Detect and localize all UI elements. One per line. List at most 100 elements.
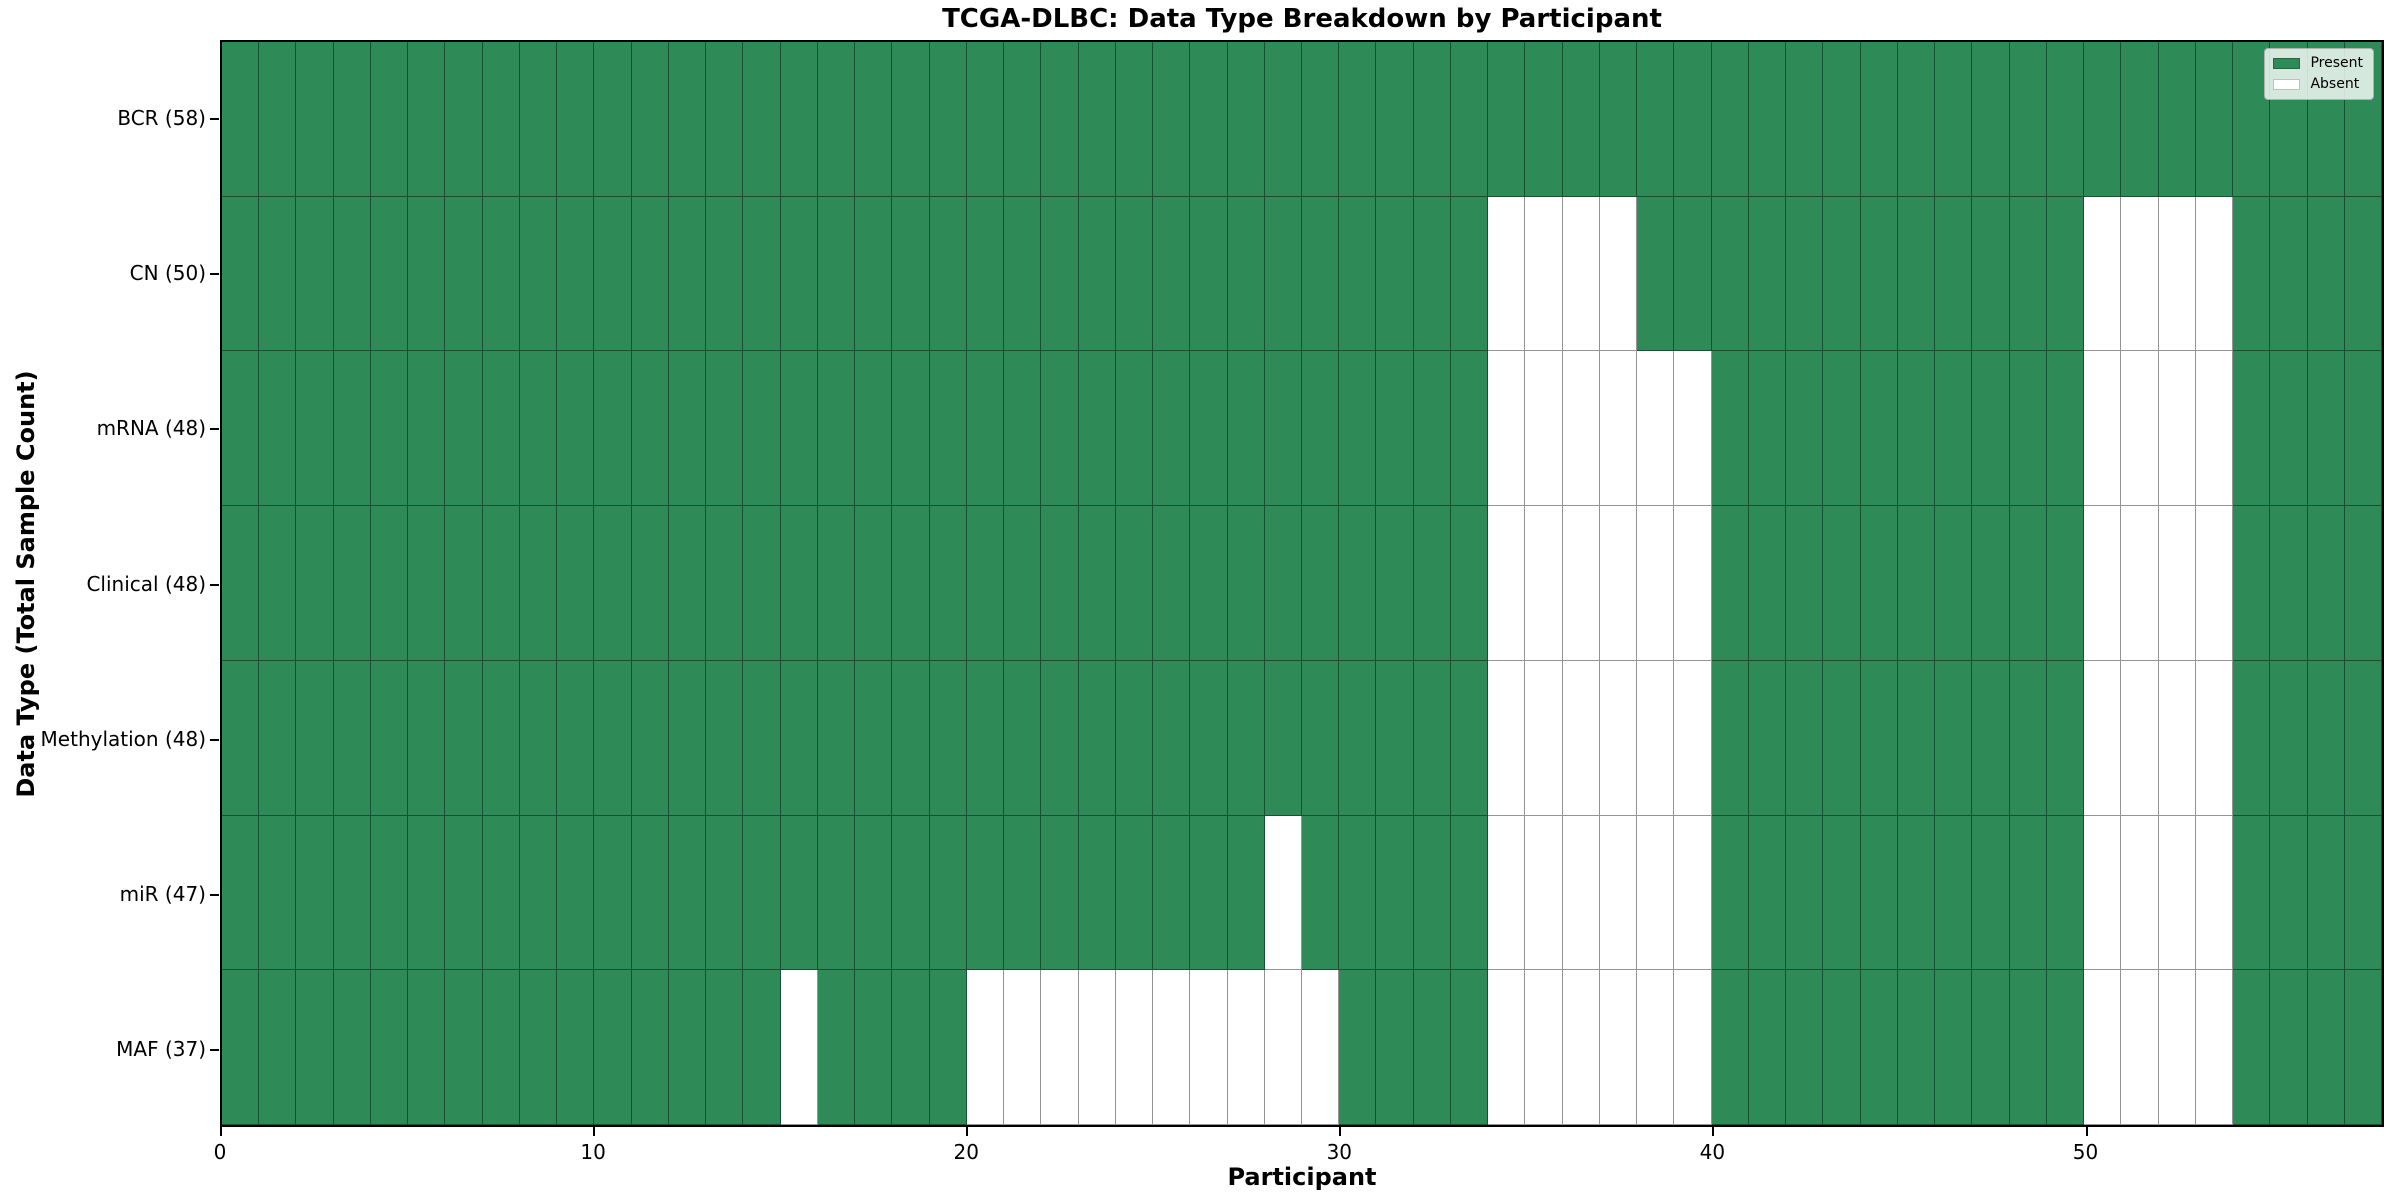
heatmap-cell (1078, 351, 1116, 507)
y-tick-mark (210, 583, 219, 586)
heatmap-cell (631, 506, 669, 661)
heatmap-cell (631, 351, 669, 507)
heatmap-cell (2195, 660, 2234, 816)
heatmap-cell (1525, 351, 1563, 507)
heatmap-cell (706, 815, 744, 971)
heatmap-cell (408, 42, 446, 197)
heatmap-cell (445, 196, 483, 352)
heatmap-cell (1637, 970, 1675, 1125)
heatmap-cell (855, 351, 893, 507)
x-axis-label: Participant (1227, 1163, 1377, 1191)
heatmap-cell (1227, 970, 1265, 1125)
heatmap-cell (2344, 660, 2382, 816)
heatmap-cell (519, 506, 558, 661)
y-tick-mark (210, 272, 219, 275)
heatmap-cell (1413, 196, 1451, 352)
heatmap-cell (855, 815, 893, 971)
legend-present-label: Present (2310, 55, 2363, 71)
heatmap-cell (1190, 660, 1228, 816)
heatmap-cell (780, 351, 818, 507)
heatmap-cell (1301, 970, 1340, 1125)
heatmap-cell (1599, 815, 1638, 971)
heatmap-cell (2121, 196, 2159, 352)
heatmap-cell (2344, 970, 2382, 1125)
heatmap-cell (1972, 506, 2010, 661)
heatmap-cell (966, 42, 1005, 197)
heatmap-cell (2046, 42, 2085, 197)
heatmap-cell (1004, 660, 1042, 816)
heatmap-cell (1935, 506, 1973, 661)
heatmap-cell (2046, 970, 2085, 1125)
heatmap-cell (594, 42, 632, 197)
heatmap-cell (1488, 660, 1526, 816)
heatmap-cell (1376, 970, 1414, 1125)
heatmap-cell (1264, 660, 1302, 816)
heatmap-cell (1264, 506, 1302, 661)
heatmap-cell (743, 42, 781, 197)
heatmap-cell (892, 970, 930, 1125)
heatmap-cell (296, 970, 334, 1125)
heatmap-cell (259, 815, 297, 971)
heatmap-cell (1897, 815, 1936, 971)
heatmap-cell (780, 660, 818, 816)
heatmap-cell (2158, 42, 2196, 197)
heatmap-cell (408, 815, 446, 971)
heatmap-cell (2046, 506, 2085, 661)
heatmap-cell (1153, 660, 1191, 816)
y-tick-label-miR: miR (47) (119, 882, 206, 907)
heatmap-cell (370, 970, 409, 1125)
heatmap-cell (1227, 196, 1265, 352)
heatmap-cell (892, 506, 930, 661)
heatmap-cell (1897, 970, 1936, 1125)
heatmap-cell (780, 815, 818, 971)
heatmap-cell (1376, 506, 1414, 661)
heatmap-cell (1041, 42, 1079, 197)
heatmap-cell (1227, 42, 1265, 197)
heatmap-cell (1078, 196, 1116, 352)
heatmap-cell (929, 660, 967, 816)
heatmap-cell (1078, 42, 1116, 197)
heatmap-cell (1525, 42, 1563, 197)
heatmap-cell (966, 196, 1005, 352)
heatmap-cell (2195, 970, 2234, 1125)
heatmap-cell (1190, 42, 1228, 197)
heatmap-cell (1860, 815, 1898, 971)
heatmap-cell (817, 815, 856, 971)
heatmap-cell (2195, 506, 2234, 661)
heatmap-cell (1115, 506, 1154, 661)
heatmap-cell (222, 351, 260, 507)
heatmap-cell (1041, 970, 1079, 1125)
heatmap-cell (1786, 196, 1824, 352)
heatmap-cell (370, 506, 409, 661)
heatmap-cell (519, 196, 558, 352)
heatmap-cell (519, 351, 558, 507)
heatmap-cell (519, 42, 558, 197)
heatmap-cell (557, 351, 595, 507)
chart-title: TCGA-DLBC: Data Type Breakdown by Partic… (942, 4, 1662, 34)
heatmap-cell (966, 815, 1005, 971)
x-tick-label: 40 (1699, 1140, 1726, 1164)
heatmap-cell (2009, 815, 2047, 971)
x-tick-label: 50 (2072, 1140, 2099, 1164)
heatmap-cell (2233, 196, 2271, 352)
heatmap-cell (1078, 970, 1116, 1125)
heatmap-cell (2158, 660, 2196, 816)
heatmap-cell (1599, 196, 1638, 352)
legend-item-absent: Absent (2273, 76, 2363, 93)
heatmap-cell (1227, 660, 1265, 816)
heatmap-cell (557, 660, 595, 816)
x-tick-mark (2085, 1127, 2088, 1136)
heatmap-cell (482, 970, 520, 1125)
heatmap-cell (892, 815, 930, 971)
heatmap-cell (1823, 506, 1861, 661)
heatmap-cell (1823, 196, 1861, 352)
heatmap-cell (296, 196, 334, 352)
heatmap-cell (296, 42, 334, 197)
heatmap-cell (333, 970, 371, 1125)
heatmap-cell (1711, 506, 1749, 661)
heatmap-cell (1823, 815, 1861, 971)
heatmap-cell (1413, 351, 1451, 507)
heatmap-cell (445, 970, 483, 1125)
heatmap-cell (855, 506, 893, 661)
heatmap-cell (2270, 815, 2308, 971)
